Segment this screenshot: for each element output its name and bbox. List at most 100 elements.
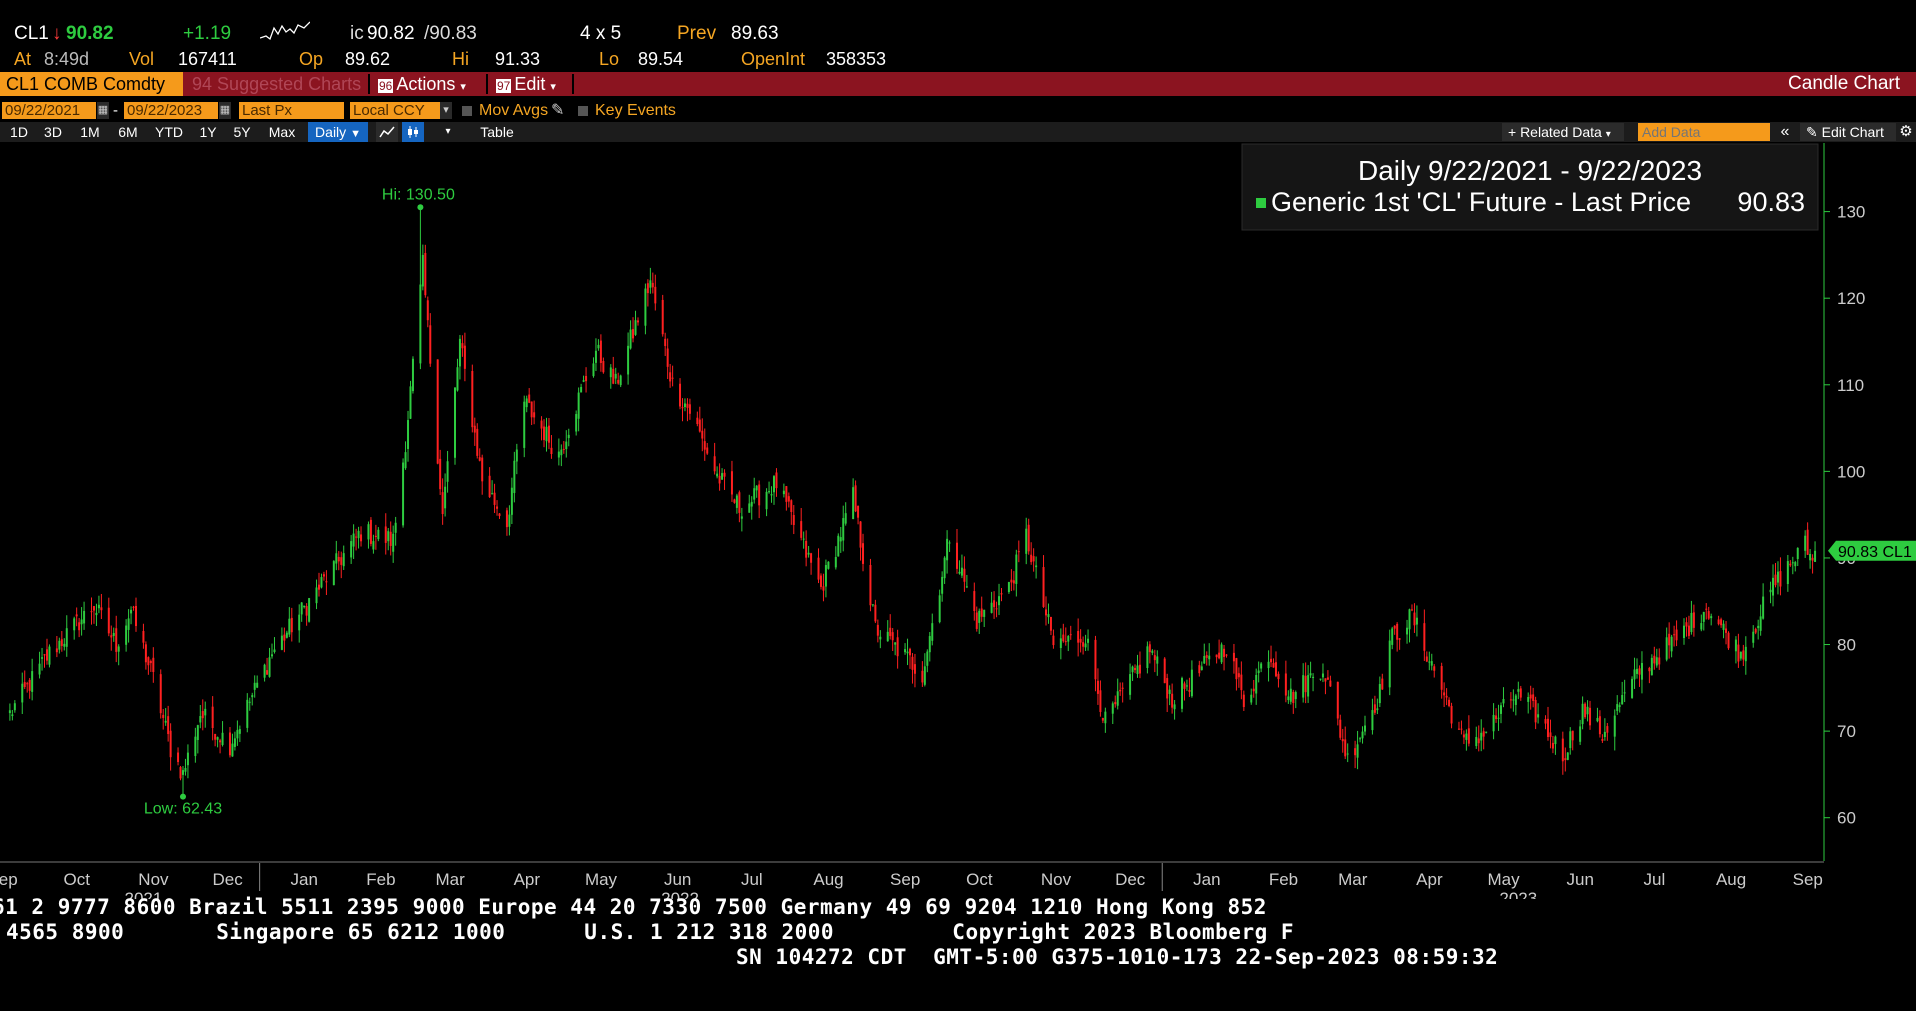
candle-body — [768, 491, 771, 493]
candle-body — [772, 476, 775, 493]
candle-body — [827, 561, 830, 569]
mov-avgs-checkbox[interactable] — [462, 106, 472, 116]
candle-body — [938, 595, 941, 623]
candle-body — [404, 452, 407, 469]
candle-body — [1198, 665, 1201, 674]
candle-body — [1168, 689, 1171, 694]
gear-icon[interactable]: ⚙ — [1899, 123, 1913, 140]
candle-body — [43, 654, 46, 656]
period-1d-button[interactable]: 1D — [10, 124, 28, 140]
candle-chart-icon[interactable] — [402, 122, 424, 142]
candle-body — [983, 609, 986, 617]
candle-body — [822, 586, 825, 591]
edit-menu[interactable]: 97 Edit ▾ — [490, 72, 562, 96]
candle-body — [1027, 524, 1030, 552]
collapse-panel-icon[interactable]: « — [1780, 123, 1790, 140]
end-date-field[interactable]: 09/22/2023 — [124, 102, 218, 119]
chevron-down-icon: ▾ — [1605, 129, 1611, 140]
security-field[interactable]: CL1 COMB Comdty — [0, 72, 183, 96]
candle-body — [889, 627, 892, 637]
candle-body — [1104, 711, 1107, 724]
candle-body — [1045, 609, 1048, 616]
candle-body — [1752, 631, 1755, 643]
candle-body — [1658, 657, 1661, 665]
candle-body — [1398, 638, 1401, 640]
candle-body — [1665, 637, 1668, 660]
calendar-icon[interactable]: ▦ — [219, 102, 231, 119]
calendar-icon[interactable]: ▦ — [97, 102, 109, 119]
period-ytd-button[interactable]: YTD — [155, 124, 183, 140]
actions-menu[interactable]: 96 Actions ▾ — [372, 72, 472, 96]
candle-body — [409, 386, 412, 419]
candle-body — [782, 490, 785, 495]
candle-body — [1670, 636, 1673, 652]
chevron-down-icon: ▾ — [550, 81, 556, 93]
x-tick-label: Apr — [1416, 870, 1443, 889]
candle-body — [21, 683, 24, 703]
candle-body — [320, 577, 323, 588]
period-6m-button[interactable]: 6M — [118, 124, 138, 140]
candle-body — [911, 656, 914, 670]
table-button[interactable]: Table — [480, 124, 514, 140]
period-max-button[interactable]: Max — [268, 124, 296, 140]
candle-body — [387, 531, 390, 542]
candle-chart[interactable]: 60708090100110120130SepOctNovDecJanFebMa… — [0, 143, 1916, 899]
period-5y-button[interactable]: 5Y — [233, 124, 251, 140]
legend-title: Daily 9/22/2021 - 9/22/2023 — [1358, 155, 1702, 186]
candle-body — [758, 484, 761, 506]
mov-avgs-label[interactable]: Mov Avgs — [479, 102, 549, 119]
period-1y-button[interactable]: 1Y — [199, 124, 217, 140]
candle-body — [476, 428, 479, 456]
candle-body — [458, 338, 461, 367]
candle-body — [1702, 611, 1705, 622]
key-events-checkbox[interactable] — [578, 106, 588, 116]
candle-body — [1492, 714, 1495, 732]
start-date-field[interactable]: 09/22/2021 — [2, 102, 96, 119]
candle-body — [1443, 692, 1446, 696]
x-tick-label: Sep — [890, 870, 920, 889]
candle-body — [1581, 703, 1584, 725]
add-data-input[interactable] — [1638, 123, 1770, 141]
frequency-select[interactable]: Daily ▼ — [308, 122, 368, 142]
price-field-select[interactable]: Last Px — [239, 102, 344, 119]
candle-body — [1564, 758, 1567, 761]
candle-body — [909, 648, 911, 656]
chevron-down-icon[interactable]: ▾ — [445, 126, 451, 137]
candle-body — [871, 604, 874, 606]
candle-body — [1653, 655, 1656, 664]
candle-body — [1208, 655, 1211, 660]
chevron-down-icon[interactable]: ▾ — [440, 102, 452, 119]
period-1m-button[interactable]: 1M — [80, 124, 100, 140]
candle-body — [879, 636, 882, 640]
candle-body — [179, 767, 182, 779]
candle-body — [1509, 699, 1512, 701]
candle-body — [1203, 656, 1206, 664]
line-chart-icon[interactable] — [376, 122, 398, 142]
candle-body — [1433, 666, 1436, 671]
candle-body — [998, 596, 1001, 606]
suggested-charts-menu[interactable]: 94 Suggested Charts — [186, 72, 367, 96]
candle-body — [1789, 563, 1792, 566]
pencil-icon[interactable]: ✎ — [551, 102, 565, 119]
related-data-button[interactable]: + Related Data ▾ — [1502, 123, 1624, 141]
candle-body — [790, 500, 793, 513]
currency-select[interactable]: Local CCY — [350, 102, 440, 119]
edit-chart-label: Edit Chart — [1821, 124, 1884, 140]
period-3d-button[interactable]: 3D — [44, 124, 62, 140]
candle-body — [706, 447, 709, 454]
candle-body — [842, 518, 845, 541]
key-events-label[interactable]: Key Events — [595, 102, 676, 119]
candle-body — [186, 752, 189, 766]
candle-body — [701, 430, 704, 439]
candle-body — [1364, 725, 1366, 732]
candle-body — [132, 606, 135, 608]
candle-body — [632, 329, 635, 339]
candle-body — [1341, 739, 1344, 742]
candle-body — [181, 770, 184, 775]
net-change: +1.19 — [183, 23, 232, 44]
candle-body — [80, 619, 83, 625]
candle-body — [1621, 694, 1624, 705]
candle-body — [1171, 693, 1174, 708]
edit-chart-button[interactable]: ✎ Edit Chart — [1800, 123, 1896, 141]
candle-body — [1294, 692, 1297, 700]
